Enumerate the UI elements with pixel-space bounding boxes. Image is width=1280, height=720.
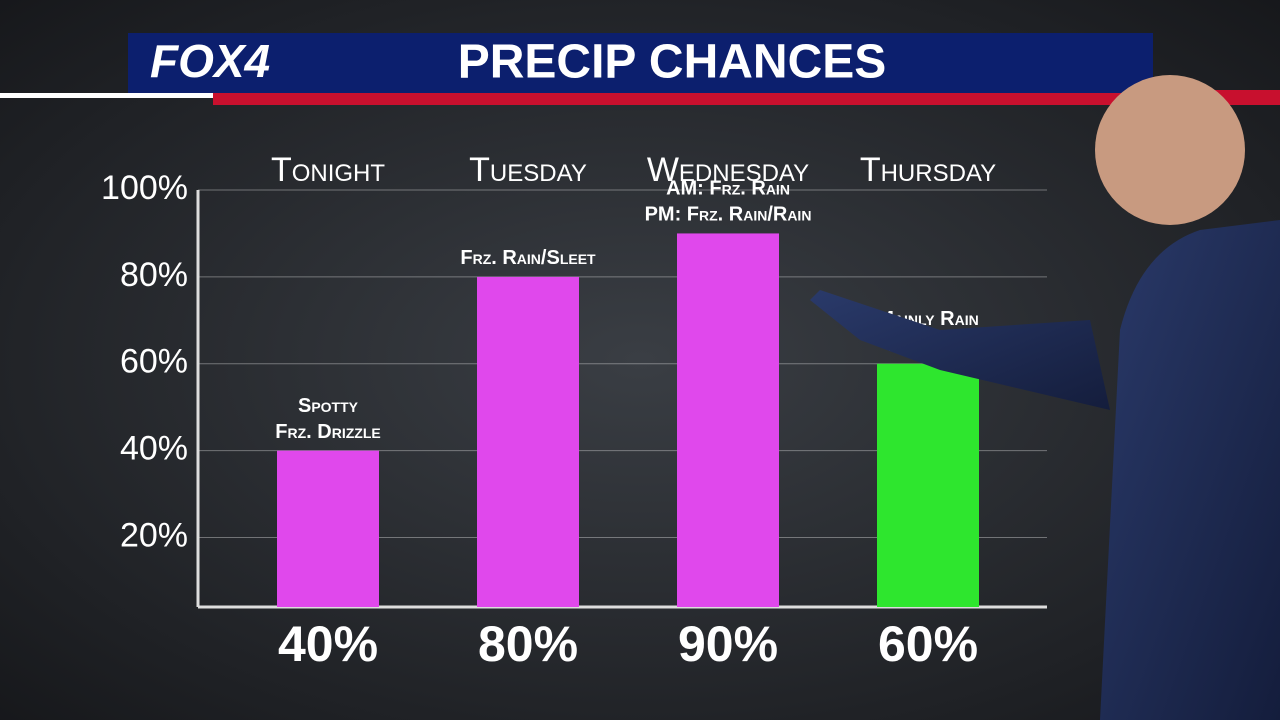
presenter xyxy=(1100,220,1280,720)
value-label: 90% xyxy=(678,616,778,672)
chart-title: PRECIP CHANCES xyxy=(458,36,887,89)
bar-annotation: PM: Frz. Rain/Rain xyxy=(645,204,812,226)
value-label: 60% xyxy=(878,616,978,672)
y-tick-label: 100% xyxy=(101,169,188,207)
y-tick-label: 20% xyxy=(120,516,188,554)
presenter-arm xyxy=(810,290,1110,410)
x-tick-label: Tonight xyxy=(271,151,385,189)
bar xyxy=(277,450,379,607)
logo: FOX4 xyxy=(150,35,270,87)
bar-annotation: Spotty xyxy=(298,395,359,417)
y-tick-label: 60% xyxy=(120,343,188,381)
bar-annotation: Frz. Rain/Sleet xyxy=(460,247,596,269)
x-tick-label: Thursday xyxy=(860,151,996,189)
value-label: 40% xyxy=(278,616,378,672)
header-bar xyxy=(128,33,1153,93)
y-tick-label: 40% xyxy=(120,430,188,468)
bar xyxy=(477,276,579,607)
x-tick-label: Wednesday xyxy=(647,151,809,189)
presenter-head xyxy=(1095,75,1245,225)
bar xyxy=(677,233,779,607)
bar-annotation: Frz. Drizzle xyxy=(275,421,380,443)
y-tick-label: 80% xyxy=(120,256,188,294)
x-tick-label: Tuesday xyxy=(469,151,587,189)
red-stripe xyxy=(213,90,1280,105)
bar-annotation: AM: Frz. Rain xyxy=(666,178,790,200)
value-label: 80% xyxy=(478,616,578,672)
bar xyxy=(877,363,979,607)
plot: 20% 40% 60% 80% 100% Tonight Spotty Frz. Drizzl… xyxy=(101,151,1047,672)
white-stripe xyxy=(0,93,215,98)
